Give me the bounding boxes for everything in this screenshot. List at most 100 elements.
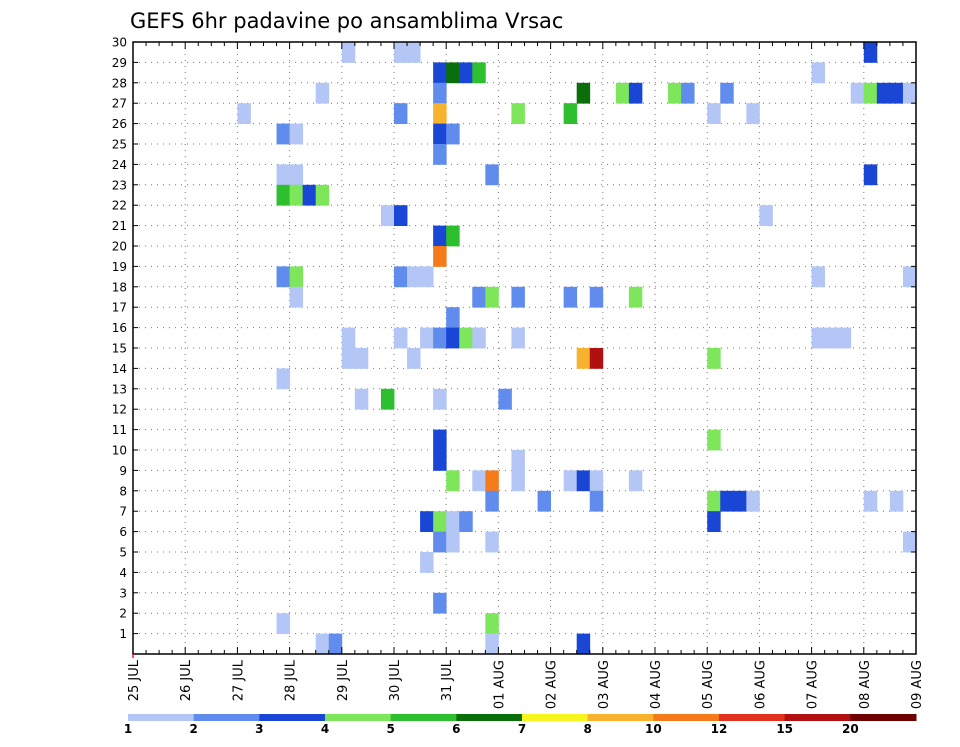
x-tick-label: 28 JUL xyxy=(284,659,299,701)
data-cell xyxy=(289,164,304,186)
data-cell xyxy=(433,592,447,614)
data-cell xyxy=(433,327,447,349)
data-cell xyxy=(720,490,734,512)
data-cell xyxy=(563,470,578,492)
data-cell xyxy=(459,327,473,349)
data-cell xyxy=(315,633,330,655)
colorbar-swatch xyxy=(193,714,260,721)
y-tick-label: 18 xyxy=(112,280,127,294)
data-cell xyxy=(498,388,512,410)
data-cell xyxy=(459,511,473,532)
data-cell xyxy=(276,184,290,206)
data-cell xyxy=(746,490,760,512)
y-tick-label: 17 xyxy=(112,301,127,315)
colorbar-swatch xyxy=(456,714,523,721)
data-cell xyxy=(707,511,721,532)
data-cell xyxy=(446,225,460,247)
data-cell xyxy=(433,531,447,553)
data-cell xyxy=(276,266,290,288)
y-tick-label: 23 xyxy=(112,178,127,192)
colorbar-label: 8 xyxy=(583,722,591,736)
data-cell xyxy=(628,286,643,308)
data-cell xyxy=(746,103,760,124)
data-cell xyxy=(276,123,290,145)
colorbar-label: 12 xyxy=(711,722,728,736)
data-cell xyxy=(759,205,773,226)
y-tick-label: 20 xyxy=(112,240,127,254)
colorbar-swatch xyxy=(784,714,851,721)
data-cell xyxy=(420,327,434,349)
data-cell xyxy=(902,82,917,104)
colorbar-swatch xyxy=(653,714,720,721)
data-cell xyxy=(889,490,904,512)
data-cell xyxy=(446,307,460,328)
colorbar-swatch xyxy=(587,714,654,721)
data-cell xyxy=(472,286,486,308)
y-tick-label: 30 xyxy=(112,36,127,50)
data-cell xyxy=(485,164,499,186)
data-cell xyxy=(433,103,447,124)
data-cell xyxy=(433,246,447,267)
data-cell xyxy=(394,205,408,226)
data-cell xyxy=(876,82,891,104)
data-cell xyxy=(589,348,604,369)
y-tick-label: 2 xyxy=(119,607,127,621)
data-cell xyxy=(811,266,826,288)
y-tick-label: 22 xyxy=(112,199,127,213)
data-cell xyxy=(837,327,852,349)
data-cell xyxy=(315,82,330,104)
colorbar-label: 6 xyxy=(452,722,460,736)
data-cell xyxy=(433,144,447,165)
data-cell xyxy=(589,286,604,308)
data-cell xyxy=(563,286,578,308)
data-cell xyxy=(289,184,304,206)
data-cell xyxy=(537,490,551,512)
data-cell xyxy=(511,103,525,124)
data-cell xyxy=(380,388,395,410)
x-tick-label: 31 JUL xyxy=(440,659,455,701)
x-tick-label: 27 JUL xyxy=(231,659,246,701)
x-tick-label: 03 AUG xyxy=(597,660,612,709)
y-tick-label: 9 xyxy=(119,464,127,478)
colorbar-label: 7 xyxy=(518,722,526,736)
data-cell xyxy=(341,327,356,349)
data-cell xyxy=(576,633,591,655)
data-cell xyxy=(394,266,408,288)
data-cell xyxy=(446,123,460,145)
data-cell xyxy=(289,123,304,145)
colorbar-label: 1 xyxy=(124,722,132,736)
data-cell xyxy=(407,348,421,369)
y-tick-label: 26 xyxy=(112,117,127,131)
data-cell xyxy=(511,450,525,471)
data-cell xyxy=(511,286,525,308)
data-cell xyxy=(446,511,460,532)
colorbar-swatch xyxy=(719,714,786,721)
data-cell xyxy=(446,531,460,553)
data-cell xyxy=(446,62,460,84)
x-tick-label: 07 AUG xyxy=(806,660,821,709)
colorbar-label: 15 xyxy=(776,722,793,736)
data-cell xyxy=(446,327,460,349)
data-cell xyxy=(394,42,408,63)
colorbar-swatch xyxy=(850,714,917,721)
colorbar: 1 2 3 4 5 6 7 8 10 12 15 20 xyxy=(124,714,917,736)
data-cell xyxy=(863,164,878,186)
data-cell xyxy=(341,42,356,63)
data-cell xyxy=(589,470,604,492)
x-tick-label: 02 AUG xyxy=(545,660,560,709)
x-tick-label: 30 JUL xyxy=(388,659,403,701)
data-cell xyxy=(472,62,486,84)
x-tick-label: 06 AUG xyxy=(753,660,768,709)
y-tick-label: 5 xyxy=(119,546,127,560)
data-cell xyxy=(446,470,460,492)
data-cell xyxy=(433,225,447,247)
data-cell xyxy=(576,82,591,104)
data-cell xyxy=(485,286,499,308)
data-cell xyxy=(341,348,356,369)
data-cell xyxy=(433,82,447,104)
colorbar-label: 2 xyxy=(189,722,197,736)
data-cell xyxy=(707,429,721,451)
data-cell xyxy=(863,42,878,63)
data-cell xyxy=(707,103,721,124)
data-cell xyxy=(420,511,434,532)
